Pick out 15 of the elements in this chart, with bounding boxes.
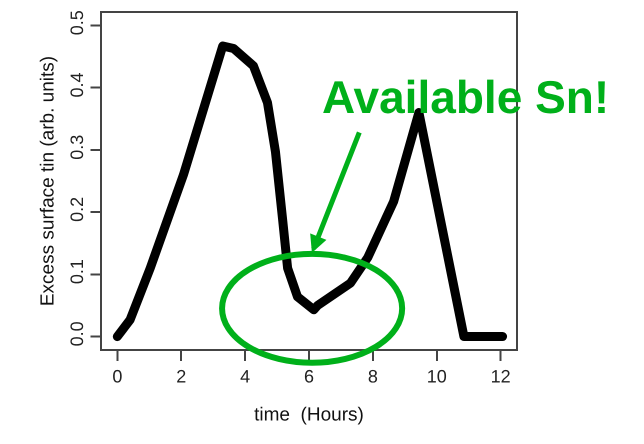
- x-tick-label: 12: [490, 366, 511, 386]
- x-tick-label: 8: [368, 366, 378, 386]
- y-axis-title: Excess surface tin (arb. units): [37, 56, 58, 306]
- y-tick-label: 0.4: [67, 72, 88, 98]
- y-tick-label: 0.2: [67, 196, 88, 222]
- y-tick-label: 0.0: [67, 321, 88, 346]
- x-tick-label: 4: [240, 366, 250, 386]
- y-tick-label: 0.3: [67, 134, 88, 160]
- x-axis-title: time (Hours): [254, 404, 364, 426]
- x-tick-label: 6: [304, 366, 314, 386]
- x-tick-label: 2: [176, 366, 186, 386]
- x-tick-label: 10: [426, 366, 447, 386]
- y-tick-label: 0.1: [67, 259, 88, 284]
- x-tick-label: 0: [112, 366, 122, 386]
- y-tick-label: 0.5: [67, 10, 88, 36]
